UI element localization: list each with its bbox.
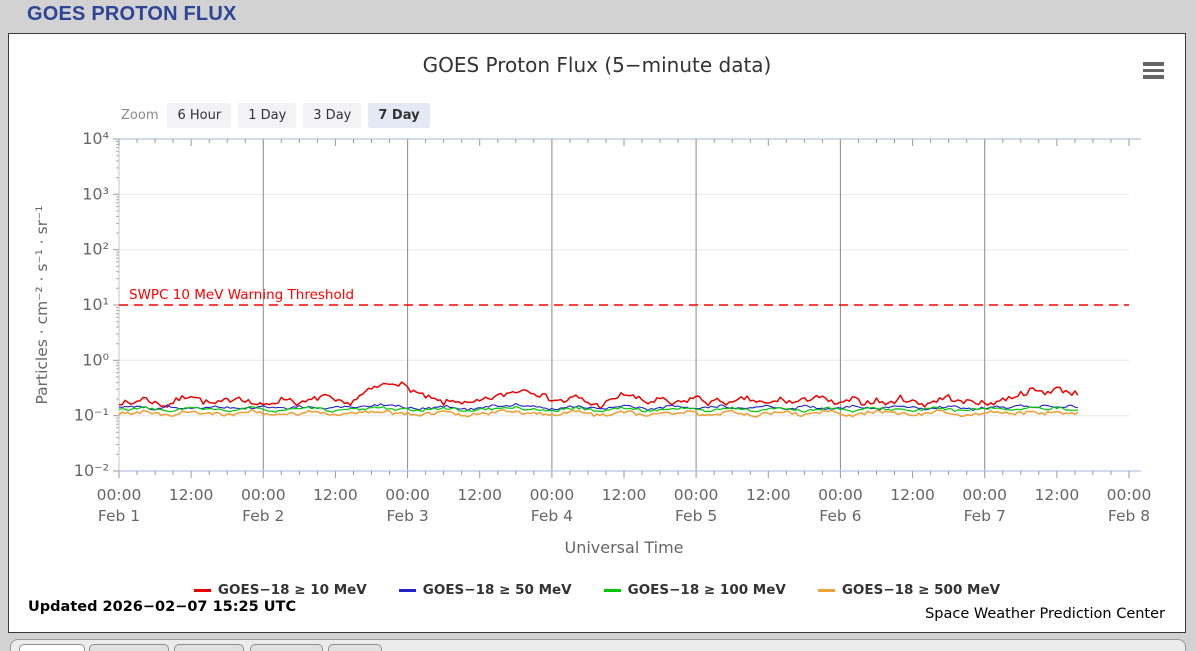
y-tick-label: 10⁴ <box>82 129 109 148</box>
bottom-tab-2[interactable] <box>89 644 169 651</box>
source-attribution: Space Weather Prediction Center <box>925 606 1165 622</box>
x-axis-title: Universal Time <box>564 538 683 557</box>
bottom-tab-5[interactable] <box>328 644 382 651</box>
bottom-tab-4[interactable] <box>250 644 323 651</box>
x-tick-label-date: Feb 7 <box>964 507 1006 525</box>
zoom-button-3day[interactable]: 3 Day <box>303 103 362 128</box>
x-tick-label-time: 12:00 <box>602 486 647 504</box>
legend-label: GOES−18 ≥ 50 MeV <box>422 582 572 598</box>
x-tick-label-date: Feb 1 <box>98 507 140 525</box>
x-tick-label-time: 00:00 <box>241 486 286 504</box>
y-tick-label: 10¹ <box>82 295 109 314</box>
series-line-2 <box>118 405 1078 413</box>
x-tick-label-time: 00:00 <box>97 486 142 504</box>
legend-swatch-icon <box>398 588 416 592</box>
chart-context-menu-button[interactable] <box>1140 56 1170 82</box>
zoom-button-7day[interactable]: 7 Day <box>368 103 430 128</box>
x-tick-label-time: 00:00 <box>530 486 575 504</box>
bottom-tab-3[interactable] <box>174 644 244 651</box>
zoom-range-selector: Zoom 6 Hour 1 Day 3 Day 7 Day <box>121 103 430 128</box>
x-tick-label-time: 12:00 <box>169 486 214 504</box>
x-tick-label-time: 12:00 <box>457 486 502 504</box>
page-title: GOES PROTON FLUX <box>27 3 237 25</box>
legend-item-1[interactable]: GOES−18 ≥ 50 MeV <box>398 582 572 598</box>
bottom-tab-bar <box>10 639 1186 651</box>
x-tick-label-time: 12:00 <box>746 486 791 504</box>
series-line-0 <box>118 381 1079 410</box>
legend-item-2[interactable]: GOES−18 ≥ 100 MeV <box>603 582 786 598</box>
y-tick-label: 10³ <box>82 184 109 203</box>
chart-title: GOES Proton Flux (5−minute data) <box>422 53 772 77</box>
x-tick-label-date: Feb 2 <box>242 507 284 525</box>
y-axis-title: Particles · cm⁻² · s⁻¹ · sr⁻¹ <box>33 205 51 404</box>
chart-panel: GOES Proton Flux (5−minute data) Zoom 6 … <box>8 33 1186 633</box>
x-tick-label-date: Feb 5 <box>675 507 717 525</box>
plot-area: SWPC 10 MeV Warning Threshold 00:00 Feb 1 1… <box>33 129 1152 557</box>
legend-item-0[interactable]: GOES−18 ≥ 10 MeV <box>193 582 367 598</box>
x-tick-label-time: 12:00 <box>890 486 935 504</box>
x-tick-label-date: Feb 3 <box>386 507 428 525</box>
x-tick-label-time: 12:00 <box>313 486 358 504</box>
bottom-tab-1[interactable] <box>19 644 85 651</box>
series-line-3 <box>118 408 1079 418</box>
x-tick-label-date: Feb 6 <box>819 507 861 525</box>
page-header-bar: GOES PROTON FLUX <box>0 0 1196 33</box>
y-tick-label: 10² <box>82 240 109 259</box>
legend-label: GOES−18 ≥ 100 MeV <box>627 582 786 598</box>
x-tick-label-date: Feb 8 <box>1108 507 1150 525</box>
y-tick-label: 10⁻¹ <box>74 406 109 425</box>
legend-label: GOES−18 ≥ 10 MeV <box>217 582 367 598</box>
x-tick-label-time: 12:00 <box>1035 486 1080 504</box>
zoom-button-1day[interactable]: 1 Day <box>238 103 297 128</box>
legend-swatch-icon <box>817 588 835 592</box>
legend-swatch-icon <box>603 588 621 592</box>
x-tick-label-time: 00:00 <box>385 486 430 504</box>
x-tick-label-time: 00:00 <box>1107 486 1152 504</box>
x-tick-label-time: 00:00 <box>674 486 719 504</box>
chart-legend: GOES−18 ≥ 10 MeV GOES−18 ≥ 50 MeV GOES−18 … <box>9 582 1185 598</box>
x-tick-label-time: 00:00 <box>962 486 1007 504</box>
legend-label: GOES−18 ≥ 500 MeV <box>841 582 1001 598</box>
x-tick-label-date: Feb 4 <box>531 507 573 525</box>
x-tick-label-time: 00:00 <box>818 486 863 504</box>
zoom-button-6hour[interactable]: 6 Hour <box>167 103 232 128</box>
legend-item-3[interactable]: GOES−18 ≥ 500 MeV <box>817 582 1001 598</box>
zoom-label: Zoom <box>121 108 159 123</box>
y-tick-label: 10⁰ <box>82 350 109 369</box>
series-line-1 <box>118 402 1079 412</box>
threshold-label: SWPC 10 MeV Warning Threshold <box>129 287 354 303</box>
updated-timestamp: Updated 2026−02−07 15:25 UTC <box>28 599 297 615</box>
legend-swatch-icon <box>193 588 211 592</box>
hamburger-menu-icon <box>1143 62 1167 79</box>
y-tick-label: 10⁻² <box>74 461 109 480</box>
